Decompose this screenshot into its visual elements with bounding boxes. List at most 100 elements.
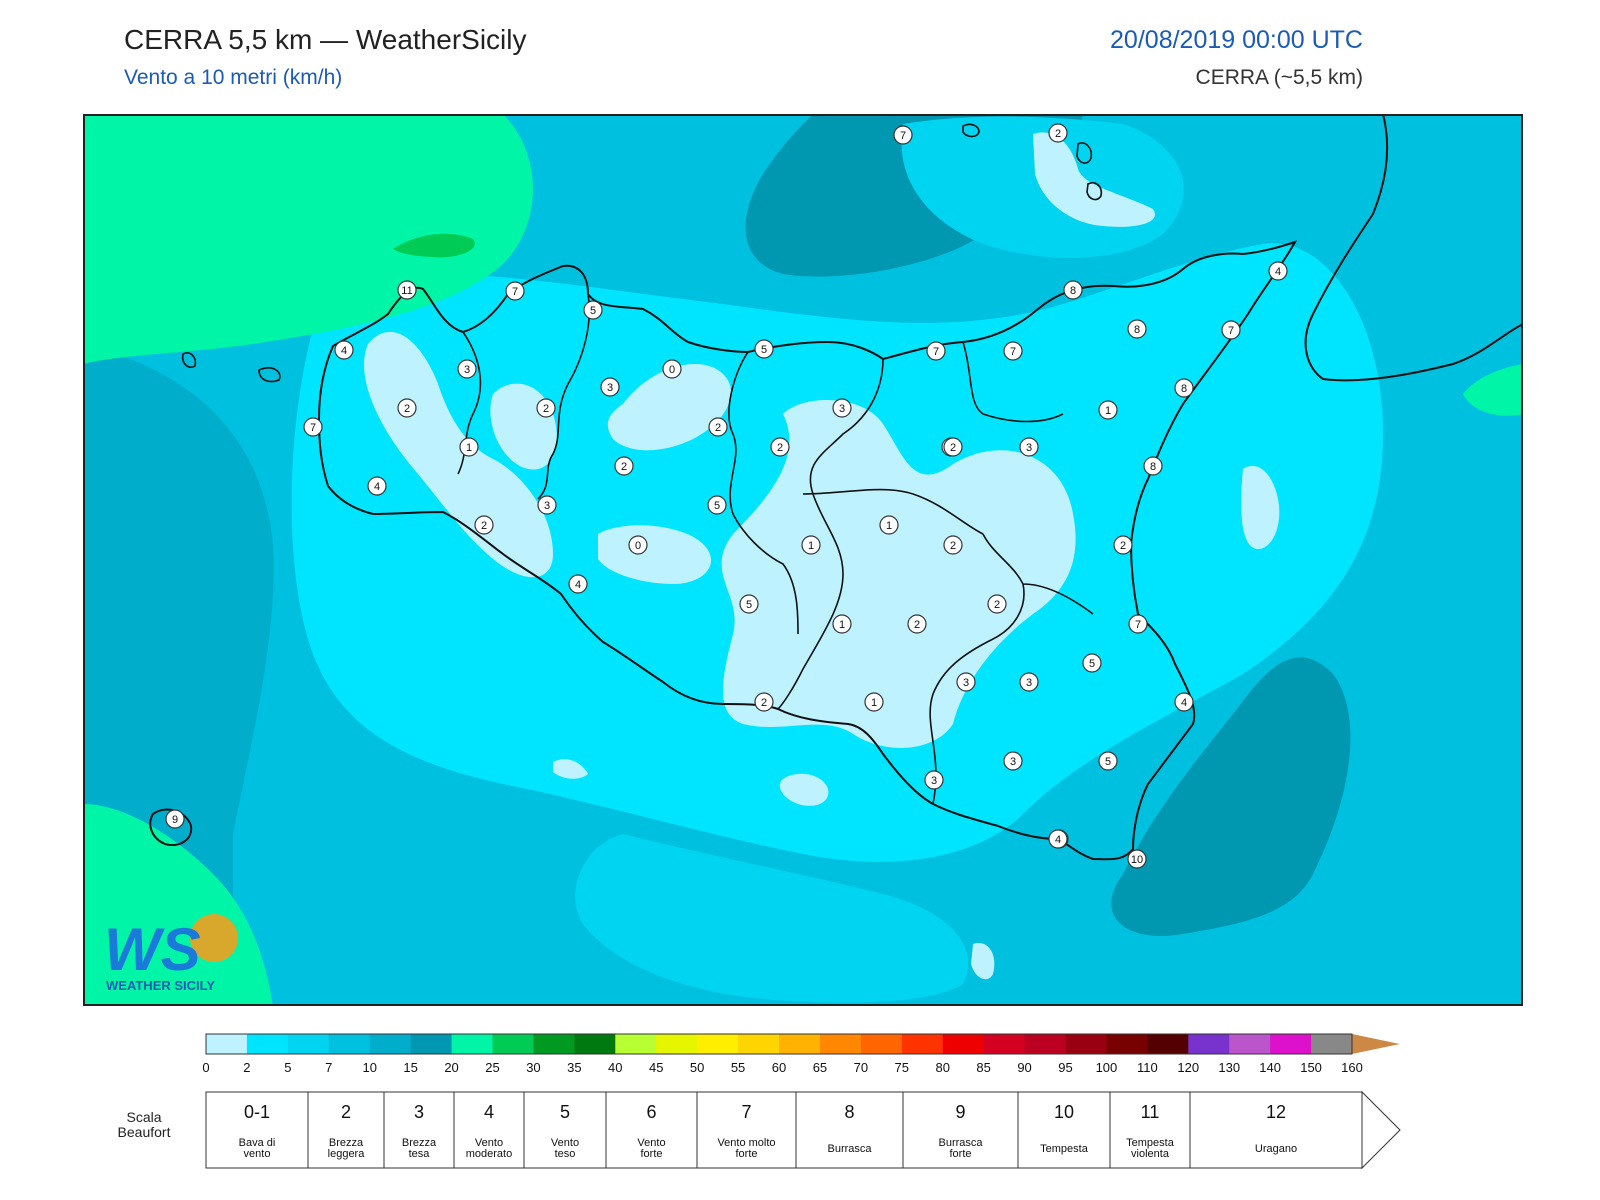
colorbar-tick-label: 90 — [1017, 1060, 1031, 1075]
station-value: 4 — [1055, 834, 1061, 846]
logo-name: WEATHER SICILY — [106, 978, 215, 993]
beaufort-cell: 4 Vento moderato — [453, 1091, 525, 1169]
colorbar-tick-label: 10 — [362, 1060, 376, 1075]
station-marker: 2 — [943, 535, 963, 555]
station-marker: 2 — [474, 515, 494, 535]
colorbar-tick-label: 120 — [1177, 1060, 1199, 1075]
station-circle — [1003, 341, 1023, 361]
colorbar-segment — [328, 1034, 371, 1054]
station-marker: 7 — [893, 125, 913, 145]
station-marker: 5 — [583, 300, 603, 320]
colorbar-segment — [615, 1034, 657, 1054]
station-value: 3 — [607, 382, 613, 394]
colorbar-segment — [492, 1034, 534, 1054]
station-marker: 2 — [1048, 123, 1068, 143]
station-value: 4 — [1181, 697, 1187, 709]
station-value: 1 — [466, 442, 472, 454]
station-marker: 1 — [459, 437, 479, 457]
colorbar-segment — [983, 1034, 1026, 1054]
station-value: 3 — [544, 500, 550, 512]
beaufort-number: 10 — [1054, 1102, 1074, 1122]
beaufort-cell: 9 Burrasca forte — [902, 1091, 1019, 1169]
station-marker: 2 — [907, 614, 927, 634]
station-circle — [1174, 692, 1194, 712]
station-marker: 2 — [987, 594, 1007, 614]
colorbar-tick-label: 65 — [813, 1060, 827, 1075]
station-value: 4 — [575, 579, 581, 591]
station-circle — [459, 437, 479, 457]
station-circle — [770, 437, 790, 457]
colorbar-tick-label: 5 — [284, 1060, 291, 1075]
station-marker: 5 — [1082, 653, 1102, 673]
egadi-island-2 — [258, 367, 281, 383]
colorbar-tick-label: 150 — [1300, 1060, 1322, 1075]
station-circle — [864, 692, 884, 712]
station-circle — [987, 594, 1007, 614]
station-value: 2 — [777, 442, 783, 454]
colorbar-tick-label: 130 — [1218, 1060, 1240, 1075]
colorbar-tick-label: 30 — [526, 1060, 540, 1075]
colorbar-segment — [1188, 1034, 1230, 1054]
station-marker: 2 — [708, 417, 728, 437]
station-value: 1 — [808, 540, 814, 552]
beaufort-cell-box — [1189, 1091, 1363, 1169]
station-circle — [1098, 751, 1118, 771]
station-value: 2 — [994, 599, 1000, 611]
station-marker: 3 — [1019, 672, 1039, 692]
colorbar-segment — [533, 1034, 575, 1054]
station-value: 3 — [839, 403, 845, 415]
station-circle — [1063, 280, 1083, 300]
beaufort-number: 2 — [341, 1102, 351, 1122]
station-value: 0 — [669, 364, 675, 376]
colorbar-tick-label: 2 — [243, 1060, 250, 1075]
station-marker: 2 — [754, 692, 774, 712]
calm-north — [607, 364, 732, 451]
station-value: 7 — [1010, 346, 1016, 358]
colorbar-segment — [1229, 1034, 1271, 1054]
field-cyan-south — [575, 834, 969, 1003]
station-marker: 3 — [1019, 437, 1039, 457]
station-value: 5 — [714, 500, 720, 512]
beaufort-cell-box — [1017, 1091, 1111, 1169]
station-value: 7 — [933, 346, 939, 358]
station-circle — [1127, 849, 1147, 869]
colorbar-tick-label: 15 — [403, 1060, 417, 1075]
calm-east — [1241, 465, 1280, 549]
station-value: 8 — [1134, 324, 1140, 336]
station-marker: 8 — [1174, 378, 1194, 398]
station-value: 2 — [950, 540, 956, 552]
colorbar-tick-label: 140 — [1259, 1060, 1281, 1075]
beaufort-number: 5 — [560, 1102, 570, 1122]
logo-initials: WS — [104, 916, 201, 983]
station-markers: 7284117543057787322382712122328425110223… — [165, 123, 1288, 869]
station-circle — [926, 341, 946, 361]
aeolian-island-2 — [1076, 142, 1093, 164]
beaufort-cell: 0-1 Bava di vento — [205, 1091, 309, 1169]
station-marker: 3 — [956, 672, 976, 692]
station-circle — [1098, 400, 1118, 420]
aeolian-island-3 — [1086, 181, 1103, 201]
colorbar-tick-label: 40 — [608, 1060, 622, 1075]
station-marker: 7 — [303, 417, 323, 437]
station-marker: 1 — [879, 515, 899, 535]
station-circle — [165, 809, 185, 829]
colorbar-segment — [697, 1034, 739, 1054]
station-marker: 3 — [600, 377, 620, 397]
beaufort-cell-box — [696, 1091, 797, 1169]
beaufort-cell: 12 Uragano — [1189, 1091, 1363, 1169]
colorbar-segment — [1024, 1034, 1066, 1054]
beaufort-cell-box — [605, 1091, 698, 1169]
station-marker: 1 — [801, 535, 821, 555]
station-marker: 3 — [924, 770, 944, 790]
colorbar-tick-label: 60 — [772, 1060, 786, 1075]
colorbar-segment — [738, 1034, 780, 1054]
station-value: 2 — [404, 403, 410, 415]
station-circle — [1128, 614, 1148, 634]
field-green-patch — [393, 233, 475, 258]
colorbar-tick-label: 110 — [1137, 1060, 1158, 1075]
station-marker: 2 — [397, 398, 417, 418]
station-circle — [1143, 456, 1163, 476]
station-circle — [1174, 378, 1194, 398]
colorbar-segment — [451, 1034, 493, 1054]
station-marker: 3 — [1003, 751, 1023, 771]
